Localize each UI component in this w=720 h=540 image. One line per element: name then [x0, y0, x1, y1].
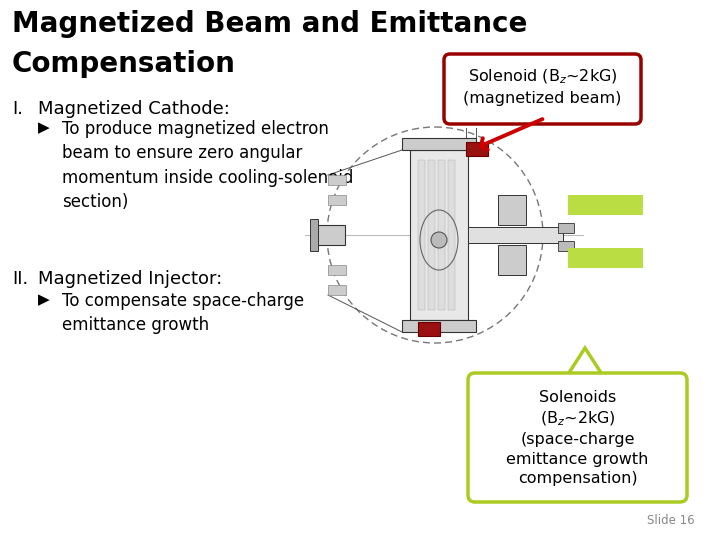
Bar — [328, 195, 346, 205]
Bar — [498, 195, 526, 225]
Bar — [438, 160, 445, 310]
Bar — [428, 160, 435, 310]
Bar — [568, 195, 643, 215]
Text: ▶: ▶ — [38, 120, 50, 135]
Text: I.: I. — [12, 100, 23, 118]
Text: Magnetized Beam and Emittance: Magnetized Beam and Emittance — [12, 10, 527, 38]
Text: To produce magnetized electron
beam to ensure zero angular
momentum inside cooli: To produce magnetized electron beam to e… — [62, 120, 354, 211]
Text: Slide 16: Slide 16 — [647, 514, 695, 527]
Bar — [402, 138, 476, 150]
Bar — [328, 265, 346, 275]
Bar — [315, 225, 345, 245]
Text: Magnetized Cathode:: Magnetized Cathode: — [38, 100, 230, 118]
FancyBboxPatch shape — [468, 373, 687, 502]
Text: To compensate space-charge
emittance growth: To compensate space-charge emittance gro… — [62, 292, 304, 334]
Bar — [418, 160, 425, 310]
Text: Solenoids
(B$_z$~2kG)
(space-charge
emittance growth
compensation): Solenoids (B$_z$~2kG) (space-charge emit… — [506, 390, 649, 486]
Polygon shape — [563, 348, 607, 382]
Text: II.: II. — [12, 270, 28, 288]
Bar — [448, 160, 455, 310]
Bar — [468, 227, 563, 243]
Bar — [498, 245, 526, 275]
Bar — [558, 241, 574, 251]
Bar — [568, 248, 643, 268]
Bar — [466, 142, 488, 156]
Text: Solenoid (B$_z$~2kG)
(magnetized beam): Solenoid (B$_z$~2kG) (magnetized beam) — [463, 68, 621, 106]
Bar — [328, 285, 346, 295]
Bar — [418, 322, 440, 336]
Bar — [310, 219, 318, 251]
Bar — [410, 150, 468, 320]
Bar — [402, 320, 476, 332]
Bar — [558, 223, 574, 233]
Text: Magnetized Injector:: Magnetized Injector: — [38, 270, 222, 288]
Text: ▶: ▶ — [38, 292, 50, 307]
Circle shape — [431, 232, 447, 248]
Text: Compensation: Compensation — [12, 50, 236, 78]
Bar — [328, 175, 346, 185]
FancyBboxPatch shape — [444, 54, 641, 124]
